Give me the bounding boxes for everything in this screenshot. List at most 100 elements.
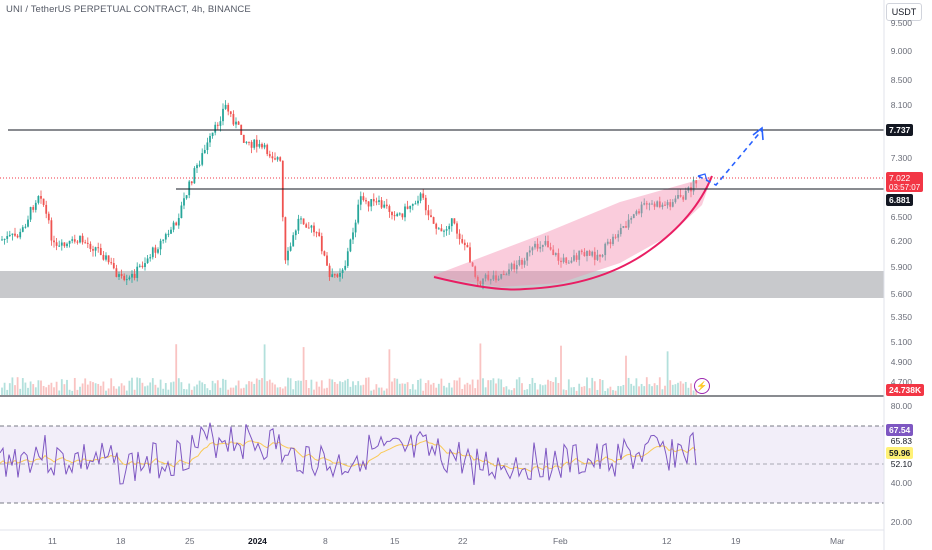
- candle-body: [630, 217, 633, 220]
- volume-bar: [235, 385, 237, 395]
- volume-bar: [66, 379, 68, 395]
- candle-body: [435, 223, 438, 229]
- volume-bar: [294, 381, 297, 395]
- rounding-bottom-arc[interactable]: [433, 175, 713, 291]
- volume-bar: [58, 390, 61, 395]
- candle-body: [180, 205, 183, 219]
- time-tick: 11: [48, 536, 57, 546]
- volume-bar: [242, 387, 245, 395]
- volume-bar: [1, 387, 3, 395]
- volume-bar: [315, 381, 318, 395]
- lightning-icon[interactable]: ⚡: [694, 378, 710, 394]
- candle-body: [333, 274, 336, 276]
- candle-body: [172, 222, 175, 230]
- volume-bar: [632, 385, 635, 395]
- candle-body: [362, 196, 365, 201]
- volume-bar: [118, 386, 120, 395]
- volume-bar: [84, 378, 87, 395]
- candle-body: [138, 265, 141, 267]
- volume-bar: [622, 384, 625, 395]
- candle-body: [94, 247, 97, 251]
- candle-body: [604, 243, 607, 256]
- candle-body: [157, 249, 159, 253]
- candle-body: [211, 132, 214, 137]
- candle-body: [339, 273, 341, 277]
- volume-bar: [417, 379, 419, 395]
- volume-bar: [599, 379, 601, 395]
- volume-bar: [414, 389, 417, 395]
- volume-bar: [578, 383, 581, 395]
- candle-body: [11, 233, 14, 235]
- currency-button[interactable]: USDT: [886, 3, 922, 21]
- level-mid-tag[interactable]: 6.881: [886, 194, 914, 206]
- volume-bar: [323, 388, 326, 395]
- volume-bar: [627, 377, 630, 395]
- volume-bar: [271, 382, 274, 395]
- support-zone[interactable]: [0, 271, 884, 298]
- projection-path[interactable]: [697, 129, 763, 186]
- volume-bar: [677, 382, 679, 395]
- candle-body: [453, 218, 456, 224]
- price-tick: 8.100: [890, 100, 912, 110]
- candle-body: [76, 241, 79, 243]
- volume-bar: [279, 387, 282, 395]
- volume-bar: [419, 378, 422, 395]
- candle-body: [219, 121, 222, 126]
- candle-body: [656, 201, 659, 207]
- volume-bar: [47, 384, 50, 395]
- volume-bar: [435, 387, 438, 395]
- candle-body: [136, 266, 139, 278]
- volume-bar: [430, 384, 432, 395]
- candle-body: [599, 254, 601, 257]
- volume-bar: [263, 344, 266, 395]
- bar-countdown: 03:57:07: [889, 183, 921, 192]
- volume-bar: [99, 385, 102, 395]
- candle-body: [128, 277, 131, 280]
- candle-body: [419, 193, 422, 201]
- volume-bar: [440, 378, 443, 395]
- candle-body: [539, 246, 542, 249]
- candle-body: [372, 199, 375, 202]
- volume-bar: [656, 385, 659, 395]
- volume-bar: [393, 378, 396, 395]
- volume-bar: [45, 387, 48, 395]
- candle-body: [125, 279, 128, 281]
- symbol-title[interactable]: UNI / TetherUS PERPETUAL CONTRACT, 4h, B…: [6, 4, 251, 15]
- volume-bar: [661, 389, 664, 395]
- price-tick: 4.700: [890, 377, 912, 387]
- projection-arrowhead-small: [697, 173, 708, 182]
- candle-body: [502, 274, 505, 276]
- volume-bar: [328, 378, 331, 395]
- candle-body: [66, 243, 68, 247]
- candle-body: [196, 165, 198, 169]
- volume-bar: [159, 379, 162, 395]
- volume-bar: [495, 383, 497, 395]
- price-tick: 9.000: [890, 46, 912, 56]
- candle-body: [648, 203, 651, 205]
- volume-bar: [164, 383, 167, 395]
- candle-body: [253, 139, 256, 148]
- volume-bar: [240, 388, 243, 395]
- candle-body: [297, 218, 300, 231]
- rising-wedge-shape[interactable]: [432, 176, 712, 287]
- volume-bar: [508, 389, 510, 395]
- volume-bar: [471, 379, 474, 395]
- volume-bar: [37, 380, 40, 395]
- candle-body: [3, 238, 6, 240]
- candle-body: [97, 247, 100, 249]
- candle-body: [635, 211, 638, 215]
- level-high-tag[interactable]: 7.737: [886, 124, 914, 136]
- candle-body: [479, 281, 482, 285]
- candle-body: [570, 260, 573, 263]
- volume-bar: [370, 390, 373, 395]
- candle-body: [471, 262, 474, 267]
- volume-bar: [398, 383, 401, 395]
- candle-body: [586, 250, 588, 257]
- volume-bar: [79, 386, 81, 395]
- price-tick: 5.900: [890, 262, 912, 272]
- volume-bar: [406, 382, 409, 395]
- candle-body: [404, 206, 406, 218]
- candle-body: [578, 250, 581, 260]
- volume-bar: [469, 384, 471, 395]
